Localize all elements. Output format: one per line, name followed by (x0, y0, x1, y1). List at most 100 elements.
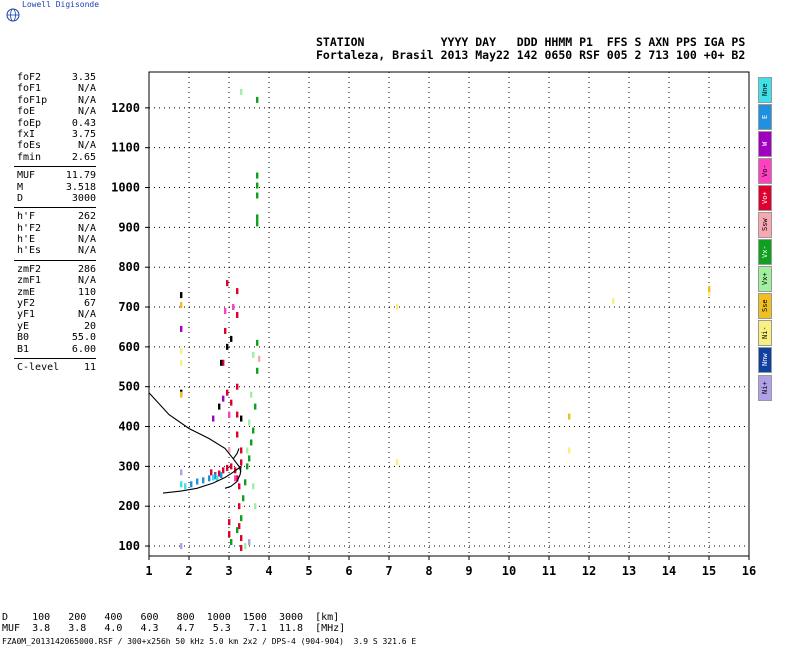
param-value: 3.518 (65, 181, 96, 193)
param-label: M (17, 181, 24, 193)
param-row: yF1 N/A (0, 309, 100, 320)
y-tick-label: 700 (118, 300, 140, 314)
echo-point (180, 543, 183, 550)
param-label: h'F2 (17, 222, 42, 234)
echo-point (254, 503, 257, 510)
x-tick-label: 9 (465, 564, 472, 578)
echo-point (396, 459, 399, 466)
param-row: MUF 11.79 (0, 170, 100, 181)
echo-point (256, 96, 259, 103)
muf-value-row: MUF 3.8 3.8 4.0 4.3 4.7 5.3 7.1 11.8 [MH… (2, 623, 346, 634)
x-tick-label: 4 (265, 564, 272, 578)
legend-swatch: E (758, 104, 772, 131)
header-line-values: Fortaleza, Brasil 2013 May22 142 0650 RS… (316, 48, 746, 62)
param-label: foF1p (17, 94, 48, 106)
echo-point (256, 339, 259, 346)
echo-point (256, 367, 259, 374)
echo-point (208, 475, 211, 482)
param-value: N/A (77, 140, 96, 152)
y-tick-label: 200 (118, 499, 140, 513)
muf-distance-row: D 100 200 400 600 800 1000 1500 3000 [km… (2, 612, 340, 623)
param-value: 0.43 (71, 117, 96, 129)
legend-swatch: Sse (758, 293, 772, 320)
echo-point (236, 311, 239, 318)
param-value: N/A (77, 245, 96, 257)
x-tick-label: 12 (582, 564, 596, 578)
echo-point (256, 220, 259, 227)
legend-swatch: Nnw (758, 347, 772, 374)
echo-point (214, 472, 217, 479)
echo-point (256, 192, 259, 199)
param-row: B1 6.00 (0, 344, 100, 355)
echo-point (236, 411, 239, 418)
echo-point (240, 88, 243, 95)
echo-point (190, 481, 193, 488)
echo-point (250, 439, 253, 446)
param-row: foF1 N/A (0, 83, 100, 94)
echo-point (228, 531, 231, 538)
echo-point (228, 519, 231, 526)
param-label: zmF2 (17, 263, 42, 275)
echo-point (210, 469, 213, 476)
echo-point (244, 479, 247, 486)
param-value: 11 (83, 361, 96, 373)
param-value: 67 (83, 298, 96, 310)
echo-point (230, 335, 233, 342)
param-value: 2.65 (71, 151, 96, 163)
param-label: yF1 (17, 309, 36, 321)
x-tick-label: 14 (662, 564, 676, 578)
echo-point (248, 455, 251, 462)
param-value: 55.0 (71, 332, 96, 344)
echo-point (238, 523, 241, 530)
x-tick-label: 3 (225, 564, 232, 578)
polarization-legend: Nne E W Vo- Vo+ Ssw Vx- Vx+ Sse Ni- Nnw Ni+ (758, 77, 772, 402)
x-tick-label: 13 (622, 564, 636, 578)
param-label: yF2 (17, 298, 36, 310)
x-tick-label: 11 (542, 564, 556, 578)
param-separator (14, 166, 96, 168)
param-separator (14, 207, 96, 209)
param-label: fmin (17, 151, 42, 163)
y-tick-label: 1200 (111, 101, 140, 115)
legend-swatch: Ssw (758, 212, 772, 239)
echo-point (226, 389, 229, 396)
legend-swatch: Ni- (758, 320, 772, 347)
param-value: N/A (77, 234, 96, 246)
y-tick-label: 100 (118, 539, 140, 553)
echo-point (180, 469, 183, 476)
param-value: 11.79 (65, 170, 96, 182)
param-label: foEp (17, 117, 42, 129)
footer-file-info: FZA0M_2013142065000.RSF / 300+x256h 50 k… (2, 637, 417, 646)
echo-point (256, 182, 259, 189)
param-row: foE N/A (0, 106, 100, 117)
param-label: h'E (17, 234, 36, 246)
param-row: M 3.518 (0, 182, 100, 193)
echo-point (220, 359, 223, 366)
param-row: h'F2 N/A (0, 223, 100, 234)
param-value: 3.75 (71, 128, 96, 140)
echo-point (226, 464, 229, 471)
echo-point (216, 475, 219, 482)
legend-swatch: Nne (758, 77, 772, 103)
echo-point (180, 347, 183, 354)
echo-point (396, 304, 399, 311)
echo-point (252, 483, 255, 490)
echo-point (708, 290, 711, 297)
echo-point (230, 399, 233, 406)
trace-line (148, 392, 242, 473)
echo-point (226, 280, 229, 287)
param-row: fmin 2.65 (0, 152, 100, 163)
echo-point (240, 415, 243, 422)
y-tick-label: 600 (118, 340, 140, 354)
legend-swatch: Vo+ (758, 185, 772, 212)
echo-point (236, 475, 239, 482)
param-value: N/A (77, 309, 96, 321)
x-tick-label: 6 (345, 564, 352, 578)
param-label: B1 (17, 343, 30, 355)
legend-swatch: Vx- (758, 239, 772, 266)
echo-point (222, 467, 225, 474)
scaled-parameters-panel: foF2 3.35 foF1 N/A foF1p N/A foE N/A foEp 0.43 fxI… (0, 72, 100, 373)
trace-line (162, 465, 242, 494)
echo-point (252, 351, 255, 358)
